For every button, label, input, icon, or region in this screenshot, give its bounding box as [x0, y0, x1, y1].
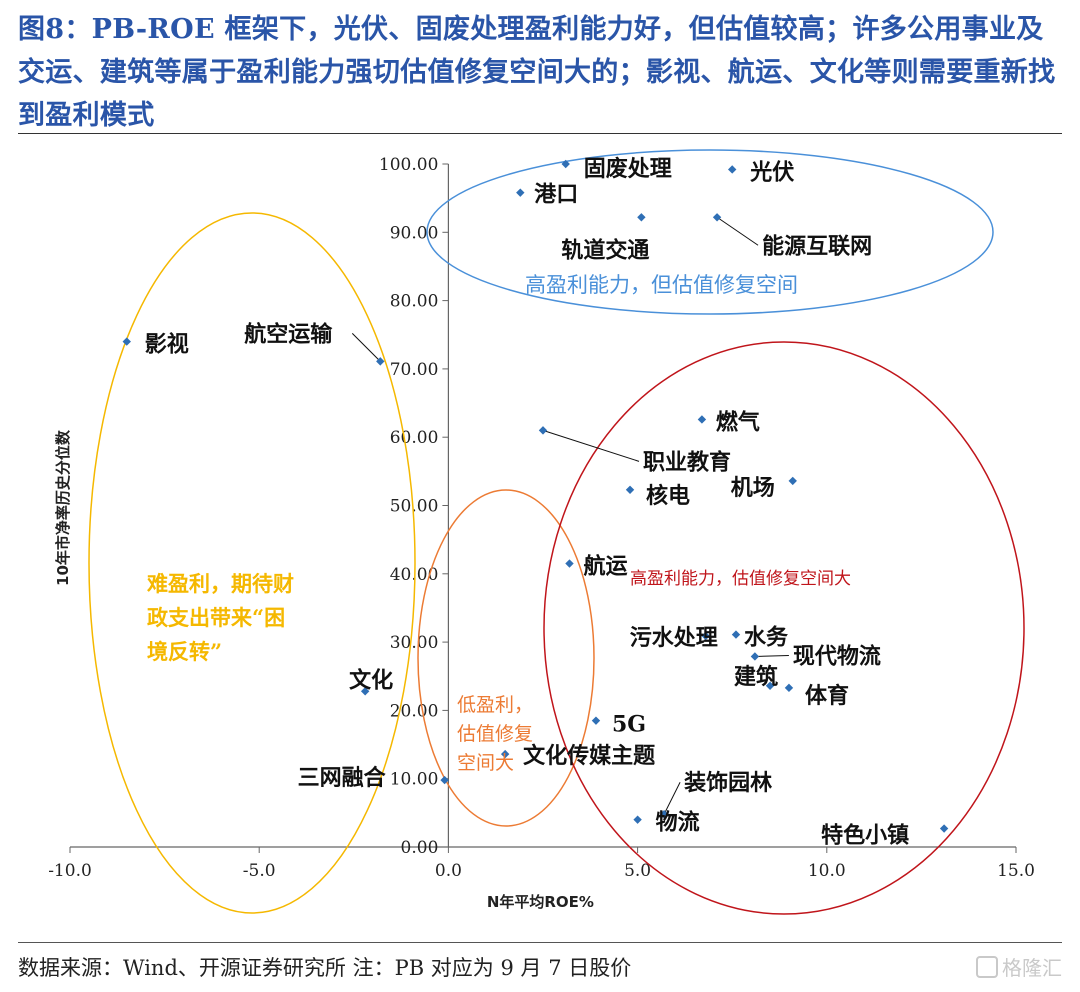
ellipse-high-profit-limited: [426, 149, 994, 315]
axes-layer: -10.0 -5.0 0.0 5.0 10.0 15.0 0.00 10.00 20.00 30.…: [48, 155, 1035, 911]
point-triple-network: [440, 775, 449, 785]
source-note: 数据来源：Wind、开源证券研究所 注：PB 对应为 9 月 7 日股价: [18, 956, 632, 980]
point-rail-transit: [637, 213, 646, 222]
ellipse-hard-profit: [88, 212, 416, 914]
label-ports: 港口: [534, 182, 578, 208]
point-sewage-treatment: [701, 631, 710, 641]
point-5g: [591, 716, 601, 725]
label-solid-waste: 固废处理: [584, 156, 672, 182]
x-tick-label: -10.0: [48, 861, 92, 881]
y-axis-label: 10年市净率历史分位数: [54, 429, 72, 586]
annotation-hard-profit: 难盈利，期待财政支出带来“困境反转”: [146, 571, 294, 664]
label-5g: 5G: [612, 712, 646, 738]
x-tick-label: 5.0: [624, 861, 651, 881]
label-featured-towns: 特色小镇: [821, 823, 909, 849]
point-culture: [360, 687, 370, 696]
point-solid-waste: [561, 159, 570, 169]
point-culture-media-theme: [500, 749, 510, 759]
leader-air-transport: [351, 333, 381, 362]
label-vocational-education: 职业教育: [643, 449, 731, 475]
watermark-logo-icon: [976, 955, 998, 978]
point-air-transport: [376, 357, 385, 366]
point-energy-internet: [712, 213, 722, 222]
y-tick-label: 30.00: [390, 633, 439, 653]
point-ports: [516, 188, 525, 197]
y-tick-label: 90.00: [390, 223, 439, 243]
point-sports: [784, 683, 794, 693]
point-film-tv: [122, 337, 131, 346]
label-airports: 机场: [731, 475, 775, 501]
y-tick-label: 20.00: [390, 701, 439, 721]
label-film-tv: 影视: [145, 332, 189, 358]
point-gas: [697, 415, 707, 424]
point-nuclear-power: [625, 485, 635, 494]
x-tick-label: 15.0: [997, 861, 1035, 881]
title-divider: [18, 133, 1062, 134]
label-air-transport: 航空运输: [244, 321, 333, 347]
annotation-low-profit: 低盈利，估值修复空间大: [457, 694, 533, 774]
point-featured-towns: [939, 824, 949, 833]
label-photovoltaic: 光伏: [749, 159, 794, 185]
label-gas: 燃气: [716, 409, 760, 435]
point-modern-logistics: [750, 652, 760, 661]
label-culture: 文化: [349, 667, 393, 693]
watermark-text: 格隆汇: [1002, 956, 1062, 980]
leader-energy-internet: [716, 216, 759, 246]
point-airports: [788, 476, 797, 486]
label-rail-transit: 轨道交通: [561, 237, 649, 263]
point-logistics: [633, 815, 642, 824]
y-tick-label: 0.00: [401, 838, 439, 858]
y-tick-label: 10.00: [390, 770, 439, 790]
y-tick-label: 40.00: [390, 565, 439, 585]
y-tick-label: 60.00: [390, 428, 439, 448]
leader-lines: [351, 216, 789, 815]
label-sports: 体育: [805, 683, 849, 709]
label-energy-internet: 能源互联网: [762, 233, 872, 259]
label-nuclear-power: 核电: [646, 483, 690, 509]
y-tick-label: 100.00: [379, 155, 438, 175]
label-triple-network: 三网融合: [298, 765, 387, 791]
label-culture-media-theme: 文化传媒主题: [523, 743, 656, 769]
watermark: 格隆汇: [976, 952, 1062, 981]
leader-vocational-education: [542, 429, 640, 462]
leader-decoration-landscaping: [663, 781, 681, 815]
annotation-high-profit-upside: 高盈利能力，估值修复空间大: [630, 569, 851, 589]
leader-modern-logistics: [754, 654, 789, 657]
point-construction: [765, 681, 775, 691]
label-sewage-treatment: 污水处理: [630, 625, 718, 651]
ellipse-high-profit-upside: [543, 341, 1025, 915]
scatter-chart: -10.0 -5.0 0.0 5.0 10.0 15.0 0.00 10.00 20.00 30.…: [48, 149, 1035, 915]
label-modern-logistics: 现代物流: [793, 643, 881, 669]
label-decoration-landscaping: 装饰园林: [684, 770, 772, 796]
label-water: 水务: [744, 625, 789, 651]
y-tick-label: 70.00: [390, 360, 439, 380]
point-vocational-education: [538, 426, 548, 435]
ellipse-low-profit: [417, 489, 595, 827]
region-ellipses: [88, 149, 1025, 915]
point-water: [731, 630, 741, 639]
label-construction: 建筑: [734, 664, 778, 690]
point-decoration-landscaping: [659, 810, 669, 819]
data-points: [122, 159, 949, 833]
label-logistics: 物流: [656, 810, 700, 836]
point-photovoltaic: [728, 165, 737, 174]
footer-divider: [18, 942, 1062, 943]
x-tick-label: 10.0: [808, 861, 846, 881]
point-shipping: [565, 559, 574, 568]
y-tick-label: 50.00: [390, 497, 439, 517]
annotation-high-profit-limited: 高盈利能力，但估值修复空间: [525, 273, 798, 297]
figure-title: 图8：PB-ROE 框架下，光伏、固废处理盈利能力好，但估值较高；许多公用事业及…: [18, 14, 1056, 131]
label-shipping: 航运: [583, 554, 627, 580]
y-tick-label: 80.00: [390, 292, 439, 312]
x-tick-label: 0.0: [435, 861, 462, 881]
x-tick-label: -5.0: [243, 861, 276, 881]
x-axis-label: N年平均ROE%: [487, 893, 594, 911]
